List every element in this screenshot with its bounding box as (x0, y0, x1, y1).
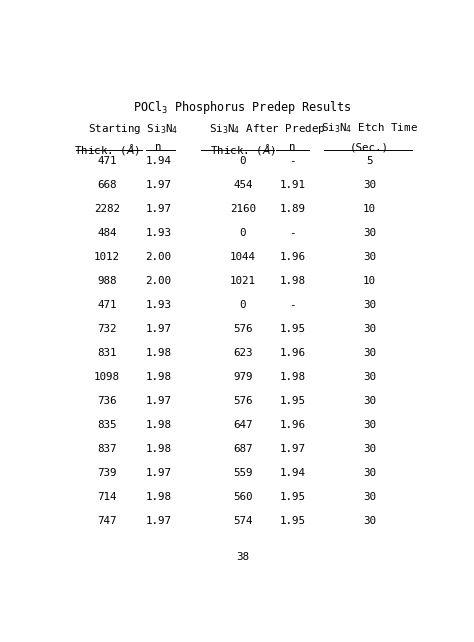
Text: n: n (155, 143, 162, 152)
Text: 837: 837 (97, 444, 117, 454)
Text: 1044: 1044 (230, 252, 256, 262)
Text: 454: 454 (233, 180, 253, 190)
Text: 0: 0 (240, 300, 246, 310)
Text: 30: 30 (363, 372, 376, 382)
Text: 1.96: 1.96 (280, 348, 306, 358)
Text: 1.98: 1.98 (146, 444, 172, 454)
Text: 1.94: 1.94 (280, 468, 306, 478)
Text: 739: 739 (97, 468, 117, 478)
Text: 1.97: 1.97 (146, 324, 172, 334)
Text: 979: 979 (233, 372, 253, 382)
Text: 1.95: 1.95 (280, 396, 306, 406)
Text: n: n (289, 143, 296, 152)
Text: 732: 732 (97, 324, 117, 334)
Text: 0: 0 (240, 156, 246, 166)
Text: 30: 30 (363, 252, 376, 262)
Text: 576: 576 (233, 324, 253, 334)
Text: 1.97: 1.97 (146, 180, 172, 190)
Text: 30: 30 (363, 228, 376, 238)
Text: 1.89: 1.89 (280, 204, 306, 214)
Text: 576: 576 (233, 396, 253, 406)
Text: 736: 736 (97, 396, 117, 406)
Text: 1.98: 1.98 (146, 420, 172, 430)
Text: 1.98: 1.98 (280, 372, 306, 382)
Text: 668: 668 (97, 180, 117, 190)
Text: -: - (289, 300, 296, 310)
Text: 1.97: 1.97 (146, 396, 172, 406)
Text: 831: 831 (97, 348, 117, 358)
Text: 38: 38 (237, 551, 249, 562)
Text: 10: 10 (363, 276, 376, 286)
Text: 5: 5 (366, 156, 373, 166)
Text: 1.96: 1.96 (280, 420, 306, 430)
Text: 747: 747 (97, 516, 117, 526)
Text: 471: 471 (97, 300, 117, 310)
Text: 1.98: 1.98 (280, 276, 306, 286)
Text: 714: 714 (97, 492, 117, 502)
Text: Thick. ($\AA$): Thick. ($\AA$) (74, 143, 140, 157)
Text: Starting Si$_3$N$_4$: Starting Si$_3$N$_4$ (88, 121, 178, 135)
Text: 30: 30 (363, 396, 376, 406)
Text: 30: 30 (363, 324, 376, 334)
Text: Si$_3$N$_4$ Etch Time: Si$_3$N$_4$ Etch Time (321, 121, 418, 135)
Text: 30: 30 (363, 348, 376, 358)
Text: (Sec.): (Sec.) (350, 143, 389, 152)
Text: 30: 30 (363, 516, 376, 526)
Text: 1.98: 1.98 (146, 492, 172, 502)
Text: 10: 10 (363, 204, 376, 214)
Text: 1.95: 1.95 (280, 516, 306, 526)
Text: 1.97: 1.97 (146, 204, 172, 214)
Text: 2.00: 2.00 (146, 252, 172, 262)
Text: -: - (289, 156, 296, 166)
Text: 2282: 2282 (94, 204, 120, 214)
Text: 560: 560 (233, 492, 253, 502)
Text: 647: 647 (233, 420, 253, 430)
Text: POCl$_3$ Phosphorus Predep Results: POCl$_3$ Phosphorus Predep Results (134, 100, 352, 116)
Text: 1.97: 1.97 (146, 468, 172, 478)
Text: 835: 835 (97, 420, 117, 430)
Text: 1.97: 1.97 (146, 516, 172, 526)
Text: 623: 623 (233, 348, 253, 358)
Text: 1.93: 1.93 (146, 300, 172, 310)
Text: 1012: 1012 (94, 252, 120, 262)
Text: 1.98: 1.98 (146, 372, 172, 382)
Text: -: - (289, 228, 296, 238)
Text: 30: 30 (363, 180, 376, 190)
Text: 574: 574 (233, 516, 253, 526)
Text: 0: 0 (240, 228, 246, 238)
Text: 30: 30 (363, 420, 376, 430)
Text: 30: 30 (363, 468, 376, 478)
Text: Thick. ($\AA$): Thick. ($\AA$) (210, 143, 276, 157)
Text: 2.00: 2.00 (146, 276, 172, 286)
Text: 2160: 2160 (230, 204, 256, 214)
Text: 559: 559 (233, 468, 253, 478)
Text: 988: 988 (97, 276, 117, 286)
Text: 687: 687 (233, 444, 253, 454)
Text: 30: 30 (363, 492, 376, 502)
Text: 1.95: 1.95 (280, 492, 306, 502)
Text: 1.98: 1.98 (146, 348, 172, 358)
Text: 1.96: 1.96 (280, 252, 306, 262)
Text: 30: 30 (363, 300, 376, 310)
Text: 1.93: 1.93 (146, 228, 172, 238)
Text: 30: 30 (363, 444, 376, 454)
Text: 1.95: 1.95 (280, 324, 306, 334)
Text: Si$_3$N$_4$ After Predep: Si$_3$N$_4$ After Predep (209, 121, 325, 135)
Text: 1098: 1098 (94, 372, 120, 382)
Text: 484: 484 (97, 228, 117, 238)
Text: 1.97: 1.97 (280, 444, 306, 454)
Text: 1021: 1021 (230, 276, 256, 286)
Text: 1.94: 1.94 (146, 156, 172, 166)
Text: 1.91: 1.91 (280, 180, 306, 190)
Text: 471: 471 (97, 156, 117, 166)
